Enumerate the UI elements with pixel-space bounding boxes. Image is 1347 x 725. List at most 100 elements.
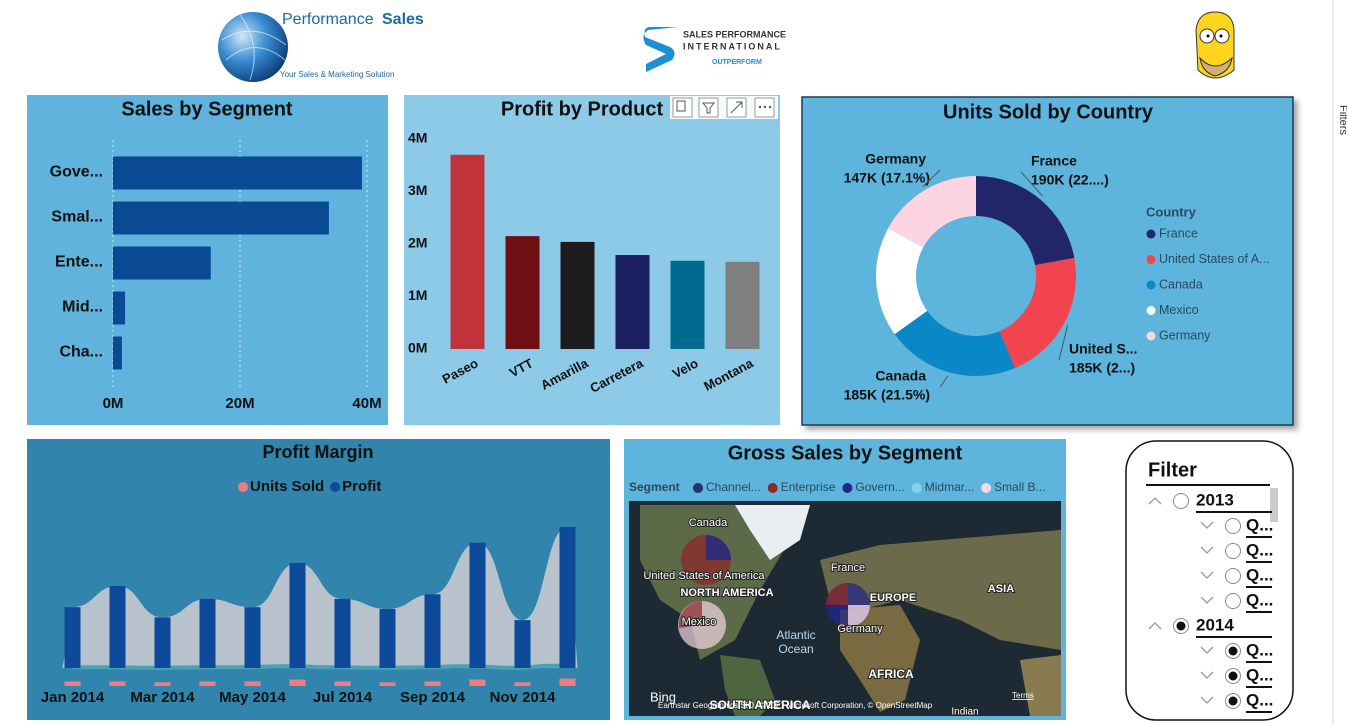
bar (615, 255, 650, 349)
legend-swatch (238, 482, 248, 492)
donut-slice (999, 257, 1076, 369)
map-label: SOUTH AMERICA (710, 698, 811, 712)
bar (334, 598, 351, 668)
filter-item[interactable]: Q... (1246, 590, 1273, 609)
leader-line (1020, 171, 1043, 197)
expand-chevron[interactable] (1200, 521, 1214, 529)
bar (244, 607, 261, 668)
dot (763, 105, 767, 109)
filter-item[interactable]: Q... (1246, 640, 1273, 659)
y-tick-label: Smal... (51, 209, 103, 226)
data-label: 185K (2...) (1069, 360, 1135, 376)
legend-title: Segment (629, 480, 680, 494)
y-tick-label: Cha... (59, 344, 103, 361)
globe-lines (221, 14, 287, 81)
x-tick-label: Nov 2014 (490, 689, 557, 706)
map-label: Mexico (682, 616, 717, 628)
bar (424, 594, 441, 668)
filter-title: Filter (1148, 459, 1197, 481)
filter-item[interactable]: 2014 (1196, 615, 1234, 634)
filter-item[interactable]: 2013 (1196, 490, 1234, 509)
bar (113, 246, 211, 280)
slice-label: Canada (875, 368, 926, 384)
expand-chevron[interactable] (1200, 546, 1214, 554)
y-tick-label: Mid... (62, 299, 103, 316)
globe-logo (218, 12, 288, 82)
donut-slice (876, 228, 928, 335)
map-terms[interactable]: Terms (1012, 691, 1034, 700)
legend-swatch (1146, 280, 1156, 290)
bar (64, 607, 81, 668)
visual-toolbar (670, 96, 778, 119)
filter-button[interactable] (698, 97, 719, 118)
donut-slice (976, 176, 1075, 266)
dot (768, 105, 772, 109)
legend-swatch (842, 483, 853, 493)
data-label: 185K (21.5%) (844, 387, 930, 403)
radio[interactable] (1225, 543, 1241, 559)
x-tick-label: Sep 2014 (400, 689, 466, 706)
x-tick-label: Jul 2014 (313, 689, 373, 706)
expand-chevron[interactable] (1200, 646, 1214, 654)
filter-item[interactable]: Q... (1246, 690, 1273, 709)
radio-dot (1228, 671, 1238, 681)
expand-chevron[interactable] (1200, 696, 1214, 704)
bar (469, 542, 486, 668)
brand-bold: Sales (382, 11, 424, 28)
bar (725, 261, 760, 349)
bar (424, 681, 441, 686)
map-markers (678, 535, 870, 649)
bar (379, 609, 396, 668)
expand-chevron[interactable] (1148, 497, 1162, 505)
legend-label: Units Sold (250, 478, 324, 495)
bar (670, 260, 705, 349)
expand-chevron[interactable] (1148, 622, 1162, 630)
units-ribbon (72, 663, 568, 670)
radio[interactable] (1225, 593, 1241, 609)
filters-pane-label[interactable]: Filters (1337, 105, 1347, 135)
bar (113, 291, 126, 325)
filter-item[interactable]: Q... (1246, 515, 1273, 534)
y-tick-label: Gove... (50, 164, 103, 181)
x-tick-label: Mar 2014 (130, 689, 195, 706)
legend-swatch (1146, 331, 1156, 341)
copy-button[interactable] (672, 97, 693, 118)
bar (64, 681, 81, 686)
y-tick-label: 1M (408, 287, 427, 303)
legend-swatch (1146, 229, 1156, 239)
y-tick-label: 3M (408, 182, 427, 198)
legend-swatch (693, 483, 703, 493)
radio[interactable] (1225, 518, 1241, 534)
map-label: Indian (951, 707, 978, 718)
bar (559, 678, 576, 686)
chart-title: Profit Margin (263, 442, 374, 462)
filter-item[interactable]: Q... (1246, 540, 1273, 559)
radio[interactable] (1225, 568, 1241, 584)
bar (505, 236, 540, 349)
bar (289, 562, 306, 668)
legend-label: Govern... (855, 480, 904, 494)
radio[interactable] (1173, 493, 1189, 509)
bar (289, 679, 306, 686)
legend-label: United States of A... (1159, 252, 1269, 266)
spi-line3: OUTPERFORM (712, 59, 762, 66)
legend-label: France (1159, 226, 1198, 240)
spi-line2: INTERNATIONAL (683, 41, 782, 51)
x-tick-label: 0M (103, 395, 124, 412)
legend-swatch (911, 483, 922, 493)
expand-chevron[interactable] (1200, 571, 1214, 579)
bar (113, 336, 122, 370)
expand-chevron[interactable] (1200, 671, 1214, 679)
legend-label: Mexico (1159, 303, 1199, 317)
slice-label: United S... (1069, 341, 1137, 357)
expand-chevron[interactable] (1200, 596, 1214, 604)
y-tick-label: Ente... (55, 254, 103, 271)
map-label: ASIA (988, 583, 1014, 595)
chart-title: Profit by Product (501, 98, 664, 120)
brand-light: Performance (282, 11, 374, 28)
focus-icon (730, 101, 743, 114)
filter-item[interactable]: Q... (1246, 565, 1273, 584)
filter-item[interactable]: Q... (1246, 665, 1273, 684)
bar (334, 681, 351, 686)
